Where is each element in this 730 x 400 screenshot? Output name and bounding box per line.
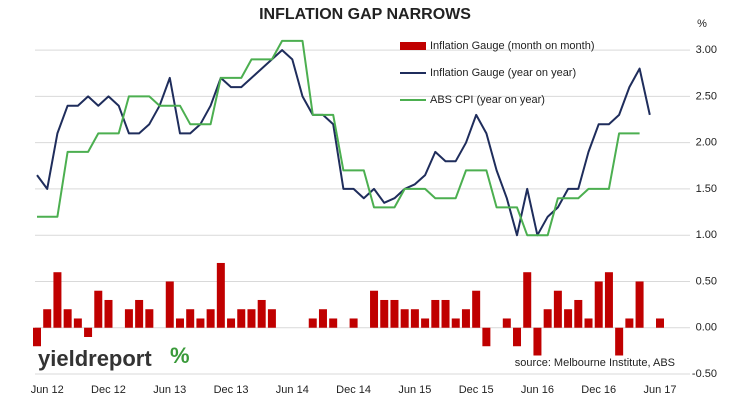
- bar: [410, 309, 419, 328]
- bar: [308, 318, 317, 328]
- bar: [165, 281, 174, 328]
- legend-swatch: [400, 42, 426, 50]
- logo-text: yieldreport: [38, 346, 152, 371]
- bar: [33, 327, 41, 347]
- bar: [421, 318, 430, 328]
- legend-label: Inflation Gauge (month on month): [430, 40, 594, 52]
- bar: [257, 299, 266, 328]
- bar: [513, 327, 522, 347]
- bar: [349, 318, 358, 328]
- bar: [104, 299, 113, 328]
- bar: [227, 318, 236, 328]
- bar: [656, 318, 664, 328]
- source: source: Melbourne Institute, ABS: [515, 357, 675, 369]
- x-tick-label: Dec 16: [581, 384, 616, 396]
- x-tick-label: Jun 16: [521, 384, 554, 396]
- bar: [84, 327, 93, 337]
- bar: [472, 290, 481, 328]
- x-tick-label: Jun 14: [276, 384, 309, 396]
- bar: [553, 290, 562, 328]
- y-tick-label: 0.50: [696, 275, 717, 287]
- bar: [247, 309, 256, 328]
- y-tick-label: 0.00: [696, 322, 717, 334]
- y-tick-label: 1.00: [696, 229, 717, 241]
- bar: [370, 290, 379, 328]
- x-tick-label: Jun 17: [643, 384, 676, 396]
- bar: [124, 309, 133, 328]
- bar: [329, 318, 338, 328]
- bar: [206, 309, 215, 328]
- bar: [502, 318, 511, 328]
- bar: [145, 309, 154, 328]
- y-tick-label: 1.50: [696, 183, 717, 195]
- y-tick-label: -0.50: [692, 368, 717, 380]
- bar: [523, 272, 532, 328]
- bar: [431, 299, 440, 328]
- bar: [574, 299, 583, 328]
- bar: [73, 318, 82, 328]
- y-unit: %: [697, 18, 707, 30]
- y-tick-label: 2.00: [696, 137, 717, 149]
- chart-title: INFLATION GAP NARROWS: [259, 6, 471, 23]
- line: [37, 39, 640, 237]
- bar: [594, 281, 603, 328]
- bar: [390, 299, 399, 328]
- bar: [451, 318, 460, 328]
- bar: [318, 309, 327, 328]
- bar: [186, 309, 195, 328]
- bar: [461, 309, 470, 328]
- bar: [175, 318, 184, 328]
- line: [36, 49, 651, 237]
- bar: [63, 309, 72, 328]
- bar: [267, 309, 276, 328]
- bar: [380, 299, 389, 328]
- bar: [625, 318, 634, 328]
- x-tick-label: Dec 13: [214, 384, 249, 396]
- legend-label: Inflation Gauge (year on year): [430, 67, 576, 79]
- bar: [216, 262, 225, 328]
- bar: [94, 290, 103, 328]
- bar: [43, 309, 52, 328]
- logo-symbol: %: [170, 343, 190, 368]
- x-tick-label: Dec 15: [459, 384, 494, 396]
- bar: [564, 309, 573, 328]
- x-tick-label: Dec 14: [336, 384, 371, 396]
- bar: [635, 281, 644, 328]
- y-tick-label: 3.00: [696, 44, 717, 56]
- bar: [584, 318, 593, 328]
- bar: [441, 299, 450, 328]
- x-tick-label: Jun 13: [153, 384, 186, 396]
- bar: [400, 309, 409, 328]
- bar: [53, 272, 62, 328]
- bar: [604, 272, 613, 328]
- bar: [135, 299, 144, 328]
- bar: [196, 318, 205, 328]
- bar: [615, 327, 624, 356]
- bar: [543, 309, 552, 328]
- x-tick-label: Jun 12: [31, 384, 64, 396]
- legend-label: ABS CPI (year on year): [430, 94, 545, 106]
- x-tick-label: Jun 15: [398, 384, 431, 396]
- y-tick-label: 2.50: [696, 90, 717, 102]
- x-tick-label: Dec 12: [91, 384, 126, 396]
- bar: [237, 309, 246, 328]
- bar: [482, 327, 491, 347]
- bar: [533, 327, 542, 356]
